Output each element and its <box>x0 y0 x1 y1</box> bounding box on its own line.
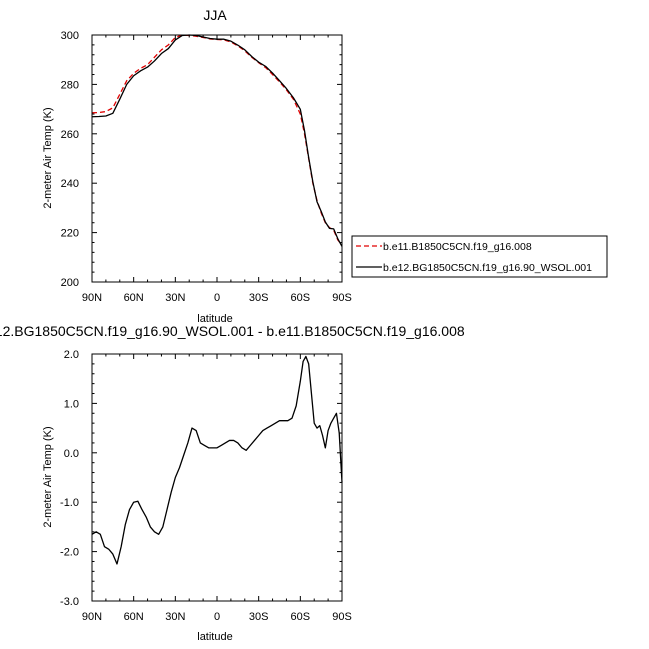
top-y-axis-label: 2-meter Air Temp (K) <box>42 107 54 208</box>
bottom-y-axis-label: 2-meter Air Temp (K) <box>42 426 54 527</box>
top-x-tick-label: 60S <box>291 292 311 304</box>
legend-label-series-2: b.e12.BG1850C5CN.f19_g16.90_WSOL.001 <box>383 262 592 274</box>
top-y-tick-label: 300 <box>61 30 79 42</box>
top-series-line-2 <box>91 34 343 247</box>
top-y-tick-label: 260 <box>61 129 79 141</box>
top-series-layer <box>91 34 343 247</box>
bottom-y-tick-label: 2.0 <box>64 349 79 361</box>
bottom-chart-title: b.e12.BG1850C5CN.f19_g16.90_WSOL.001 - b… <box>0 323 465 339</box>
bottom-x-axis-label: latitude <box>197 631 232 643</box>
bottom-x-tick-label: 0 <box>214 611 220 623</box>
top-chart-title: JJA <box>203 7 227 23</box>
bottom-series-line-1 <box>91 355 343 565</box>
top-series-line-1 <box>91 34 343 246</box>
top-y-tick-label: 280 <box>61 79 79 91</box>
top-x-tick-label: 90S <box>332 292 352 304</box>
bottom-x-tick-label: 90S <box>332 611 352 623</box>
top-axis-ticks: 90N 60N 30N 0 30S 60S 90S 200 220 240 260 280 300 <box>61 30 352 304</box>
legend: b.e11.B1850C5CN.f19_g16.008 b.e12.BG1850… <box>351 235 608 278</box>
bottom-x-tick-label: 30N <box>165 611 185 623</box>
legend-box <box>351 235 608 278</box>
top-x-axis-label: latitude <box>197 313 232 325</box>
legend-label-series-1: b.e11.B1850C5CN.f19_g16.008 <box>383 241 532 253</box>
bottom-chart: b.e12.BG1850C5CN.f19_g16.90_WSOL.001 - b… <box>0 323 465 643</box>
top-x-tick-label: 30S <box>249 292 269 304</box>
bottom-series-layer <box>91 355 343 565</box>
bottom-x-tick-label: 30S <box>249 611 269 623</box>
top-x-tick-label: 30N <box>165 292 185 304</box>
top-y-tick-label: 240 <box>61 178 79 190</box>
bottom-y-tick-label: -3.0 <box>60 596 79 608</box>
bottom-plot-frame <box>91 353 343 602</box>
top-chart: JJA 90N 60N 30N 0 30S 60S 90S 200 220 240 260 280 30… <box>42 7 608 325</box>
top-y-tick-label: 200 <box>61 277 79 289</box>
bottom-y-tick-label: -2.0 <box>60 547 79 559</box>
bottom-axis-ticks: 90N 60N 30N 0 30S 60S 90S -3.0 -2.0 -1.0 0.0 1.0 2.0 <box>60 349 352 623</box>
bottom-x-tick-label: 60S <box>291 611 311 623</box>
top-x-tick-label: 60N <box>124 292 144 304</box>
top-x-tick-label: 90N <box>82 292 102 304</box>
bottom-y-tick-label: 0.0 <box>64 448 79 460</box>
top-x-tick-label: 0 <box>214 292 220 304</box>
bottom-y-tick-label: 1.0 <box>64 398 79 410</box>
bottom-x-tick-label: 60N <box>124 611 144 623</box>
top-y-tick-label: 220 <box>61 228 79 240</box>
bottom-y-tick-label: -1.0 <box>60 497 79 509</box>
bottom-x-tick-label: 90N <box>82 611 102 623</box>
top-plot-frame <box>91 34 343 283</box>
